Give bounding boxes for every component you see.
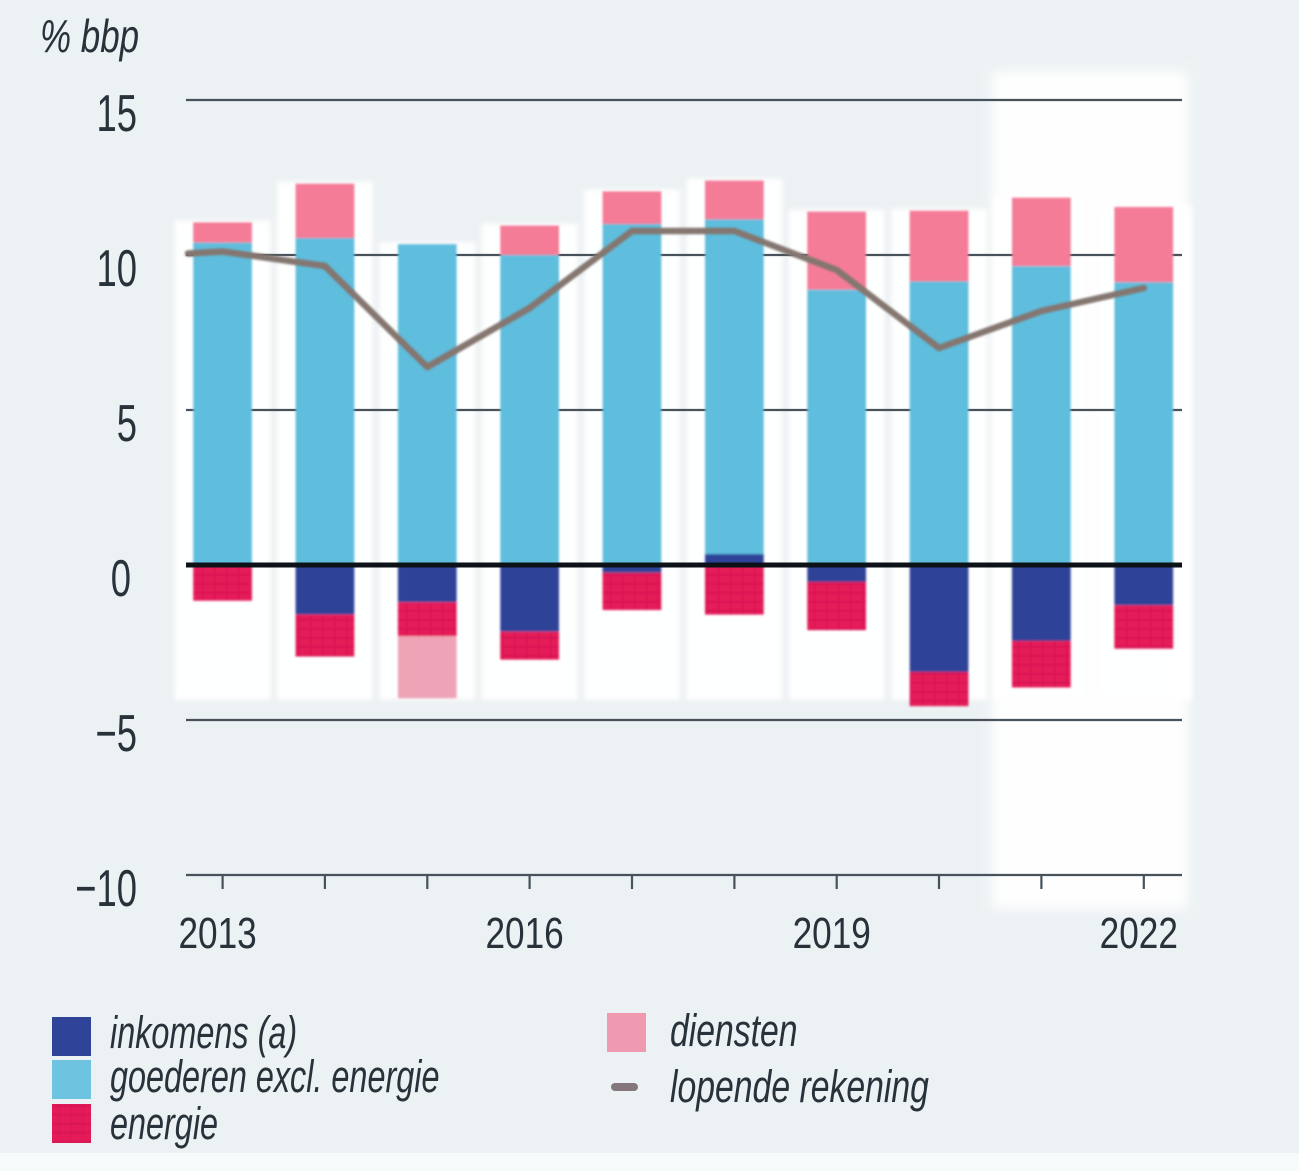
svg-text:0: 0 — [111, 548, 131, 607]
svg-text:10: 10 — [97, 238, 137, 297]
svg-text:diensten: diensten — [670, 1006, 798, 1056]
svg-text:% bbp: % bbp — [40, 10, 139, 62]
svg-text:2022: 2022 — [1100, 909, 1178, 958]
svg-text:5: 5 — [117, 393, 137, 452]
svg-text:15: 15 — [97, 83, 137, 142]
svg-text:−10: −10 — [75, 858, 137, 917]
svg-text:goederen excl. energie: goederen excl. energie — [110, 1053, 439, 1102]
svg-text:energie: energie — [110, 1100, 218, 1149]
svg-text:inkomens (a): inkomens (a) — [110, 1009, 297, 1058]
svg-text:2016: 2016 — [485, 909, 563, 958]
svg-text:−5: −5 — [95, 703, 137, 762]
svg-text:2013: 2013 — [178, 909, 256, 958]
svg-text:lopende rekening: lopende rekening — [670, 1062, 929, 1112]
svg-text:2019: 2019 — [793, 909, 871, 958]
